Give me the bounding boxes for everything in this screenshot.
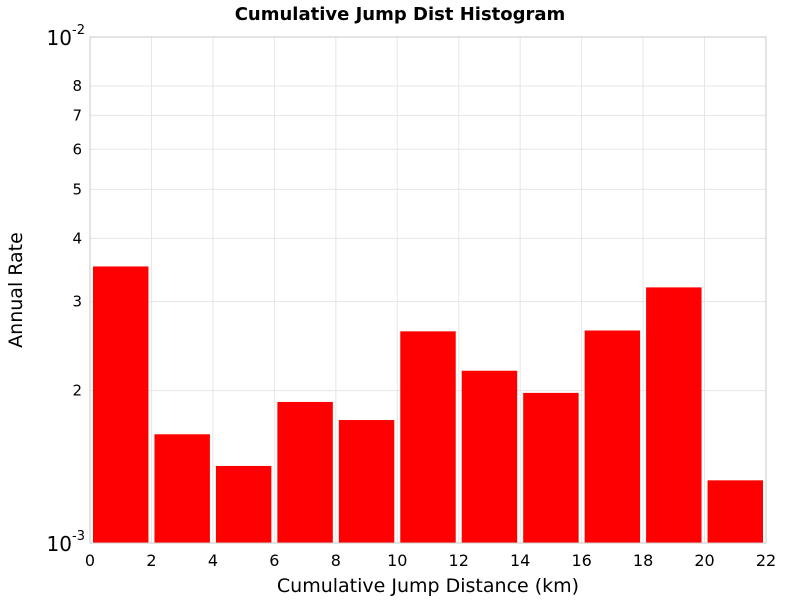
y-tick-label-3: 3 (72, 293, 82, 311)
y-tick-label-5: 5 (72, 180, 82, 198)
x-tick-label-0: 0 (85, 551, 95, 570)
bar-2 (215, 465, 272, 543)
x-tick-label-2: 4 (208, 551, 218, 570)
x-tick-label-9: 18 (633, 551, 653, 570)
x-tick-label-1: 2 (146, 551, 156, 570)
y-decade-label-1: 10 (47, 532, 72, 556)
y-tick-label-6: 6 (72, 140, 82, 158)
bar-6 (461, 370, 518, 543)
y-tick-label-8: 8 (72, 77, 82, 95)
x-tick-label-11: 22 (756, 551, 776, 570)
bar-8 (584, 330, 641, 543)
bar-5 (400, 331, 456, 543)
bars-group (93, 266, 763, 543)
y-tick-label-7: 7 (72, 106, 82, 124)
x-tick-label-8: 16 (571, 551, 591, 570)
x-tick-label-5: 10 (387, 551, 407, 570)
x-tick-label-6: 12 (449, 551, 469, 570)
y-axis-label: Annual Rate (5, 232, 27, 348)
x-tick-label-7: 14 (510, 551, 530, 570)
y-decade-exponent-0: -2 (72, 23, 85, 38)
bar-9 (646, 287, 702, 543)
bar-3 (277, 401, 333, 543)
bar-1 (154, 434, 210, 543)
chart-title: Cumulative Jump Dist Histogram (235, 4, 566, 25)
plot-frame (89, 36, 767, 544)
x-tick-label-4: 8 (331, 551, 341, 570)
x-tick-labels: 0 2 4 6 8 10 12 14 16 18 20 22 (85, 551, 776, 570)
y-tick-label-4: 4 (72, 229, 82, 247)
bar-10 (707, 480, 763, 543)
x-axis-label: Cumulative Jump Distance (km) (277, 575, 579, 597)
x-tick-label-3: 6 (269, 551, 279, 570)
bar-0 (93, 266, 149, 543)
bar-4 (338, 420, 395, 543)
y-decade-label-0: 10 (47, 26, 72, 50)
y-tick-label-2: 2 (72, 382, 82, 400)
x-tick-label-10: 20 (694, 551, 714, 570)
y-decade-exponent-1: -3 (72, 529, 85, 544)
bar-7 (523, 392, 579, 543)
